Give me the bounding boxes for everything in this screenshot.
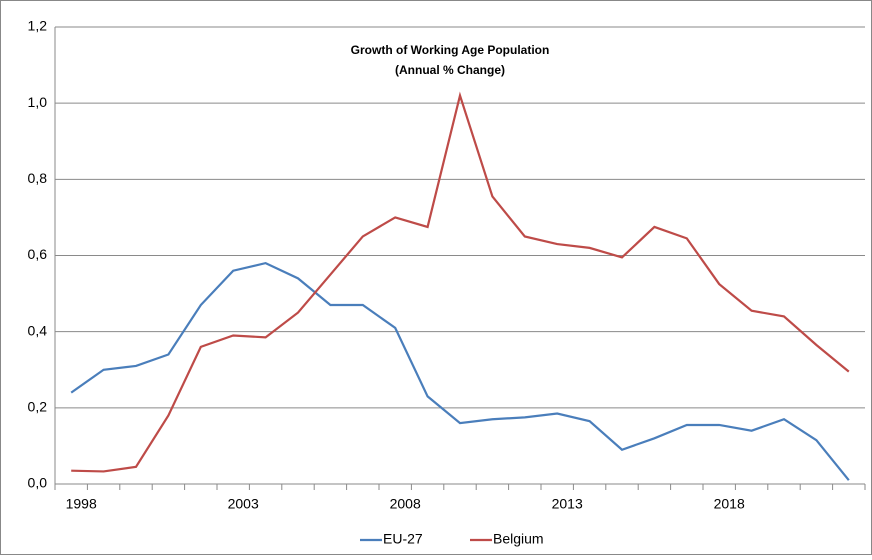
x-tick-label: 2013	[552, 496, 583, 512]
y-tick-label: 0,8	[28, 170, 48, 186]
x-tick-label: 1998	[66, 496, 97, 512]
y-tick-label: 1,0	[28, 94, 48, 110]
legend-label: Belgium	[493, 531, 544, 547]
chart-subtitle: (Annual % Change)	[395, 63, 505, 77]
x-tick-label: 2003	[228, 496, 259, 512]
series-line	[71, 91, 850, 473]
y-tick-label: 1,2	[28, 18, 48, 34]
y-tick-label: 0,0	[28, 475, 48, 491]
series-line	[70, 261, 850, 481]
x-tick-label: 2018	[714, 496, 745, 512]
legend-label: EU-27	[383, 531, 423, 547]
y-tick-label: 0,6	[28, 246, 48, 262]
chart-title: Growth of Working Age Population	[351, 43, 550, 57]
x-tick-label: 2008	[390, 496, 421, 512]
y-tick-label: 0,4	[28, 322, 48, 338]
y-tick-label: 0,2	[28, 399, 48, 415]
